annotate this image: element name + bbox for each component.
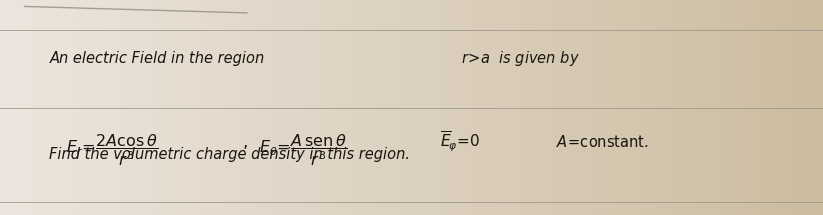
Text: ,: , xyxy=(243,133,249,151)
Text: $A\!=\!\mathrm{constant}.$: $A\!=\!\mathrm{constant}.$ xyxy=(556,134,649,150)
Text: Find the volumetric charge density in this region.: Find the volumetric charge density in th… xyxy=(49,147,411,162)
Text: $\overline{E}_{\!\varphi}\!=\!0$: $\overline{E}_{\!\varphi}\!=\!0$ xyxy=(440,130,481,154)
Text: $E_{\theta}\!=\!\dfrac{A\,\mathrm{sen}\,\theta}{r^3}$: $E_{\theta}\!=\!\dfrac{A\,\mathrm{sen}\,… xyxy=(259,133,347,168)
Text: $E_r\!=\!\dfrac{2A\cos\theta}{r^3}$: $E_r\!=\!\dfrac{2A\cos\theta}{r^3}$ xyxy=(66,133,158,168)
Text: An electric Field in the region: An electric Field in the region xyxy=(49,51,265,66)
Text: $r\!>\!a$  is given by: $r\!>\!a$ is given by xyxy=(461,49,579,68)
